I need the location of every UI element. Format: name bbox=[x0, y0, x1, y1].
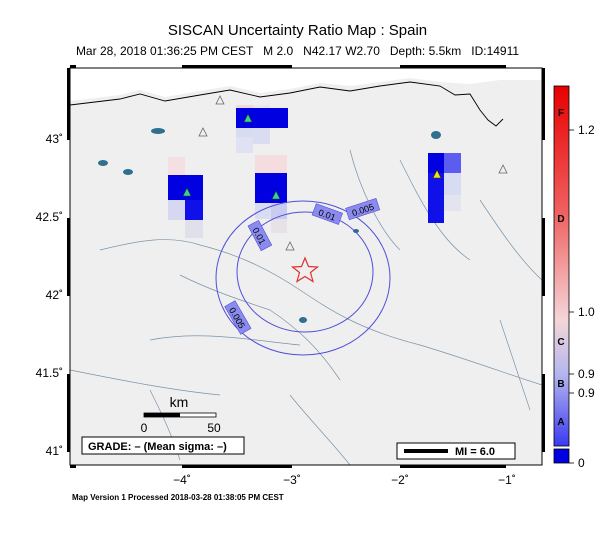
station-triangle-icon bbox=[271, 190, 281, 200]
lon-label: −3˚ bbox=[283, 473, 301, 487]
lat-label: 41˚ bbox=[46, 444, 63, 458]
uncertainty-cells bbox=[168, 105, 461, 238]
map-land bbox=[70, 68, 542, 465]
scale-title: km bbox=[170, 394, 189, 410]
mi-line-icon bbox=[404, 449, 448, 453]
colorbar-value: 1.2 bbox=[578, 123, 595, 137]
processed-footer: Map Version 1 Processed 2018-03-28 01:38… bbox=[72, 493, 284, 502]
lon-labels: −4˚ −3˚ −2˚ −1˚ bbox=[173, 473, 516, 487]
sea bbox=[70, 68, 542, 101]
contours bbox=[215, 200, 391, 356]
lat-label: 43˚ bbox=[46, 132, 63, 146]
epicenter-star-icon bbox=[290, 256, 320, 283]
colorbar-value: 0.9 bbox=[578, 386, 595, 400]
mi-label: MI = 6.0 bbox=[455, 446, 495, 458]
lat-label: 42.5˚ bbox=[36, 210, 63, 224]
colorbar-letter: B bbox=[557, 379, 564, 390]
lat-label: 41.5˚ bbox=[36, 366, 63, 380]
grade-text: GRADE: – (Mean sigma: –) bbox=[88, 441, 227, 453]
lon-label: −1˚ bbox=[498, 473, 516, 487]
colorbar-letter: C bbox=[557, 337, 564, 348]
station-triangle-icon bbox=[198, 127, 208, 137]
coastline bbox=[69, 81, 504, 127]
map-title: SISCAN Uncertainty Ratio Map : Spain bbox=[167, 22, 428, 39]
mi-legend: MI = 6.0 bbox=[396, 442, 516, 460]
colorbar-letter: D bbox=[557, 214, 564, 225]
grade-box: GRADE: – (Mean sigma: –) bbox=[81, 436, 245, 455]
station-triangle-icon bbox=[498, 164, 508, 174]
stations bbox=[182, 95, 508, 251]
contour-labels: 0.01 0.01 0.005 0.005 bbox=[224, 198, 381, 335]
lat-label: 42˚ bbox=[46, 288, 63, 302]
station-triangle-icon bbox=[432, 169, 442, 179]
scale-tick-start: 0 bbox=[141, 421, 148, 435]
scale-tick-end: 50 bbox=[207, 421, 221, 435]
event-subtitle: Mar 28, 2018 01:36:25 PM CEST M 2.0 N42.… bbox=[75, 44, 520, 58]
station-triangle-icon bbox=[243, 113, 253, 123]
colorbar: F D C B A 1.2 1.0 0.9 0.9 0 bbox=[553, 85, 595, 470]
lon-label: −2˚ bbox=[391, 473, 409, 487]
colorbar-letter: F bbox=[558, 108, 564, 119]
lon-label: −4˚ bbox=[173, 473, 191, 487]
station-triangle-icon bbox=[182, 187, 192, 197]
colorbar-value: 1.0 bbox=[578, 305, 595, 319]
lat-labels: 43˚ 42.5˚ 42˚ 41.5˚ 41˚ bbox=[36, 132, 63, 458]
colorbar-value: 0.9 bbox=[578, 367, 595, 381]
scale-bar: km 0 50 bbox=[141, 394, 221, 435]
colorbar-letter: A bbox=[557, 417, 564, 428]
frame-ticks bbox=[67, 65, 545, 468]
station-triangle-icon bbox=[285, 241, 295, 251]
station-triangle-icon bbox=[215, 95, 225, 105]
colorbar-value: 0 bbox=[578, 456, 585, 470]
